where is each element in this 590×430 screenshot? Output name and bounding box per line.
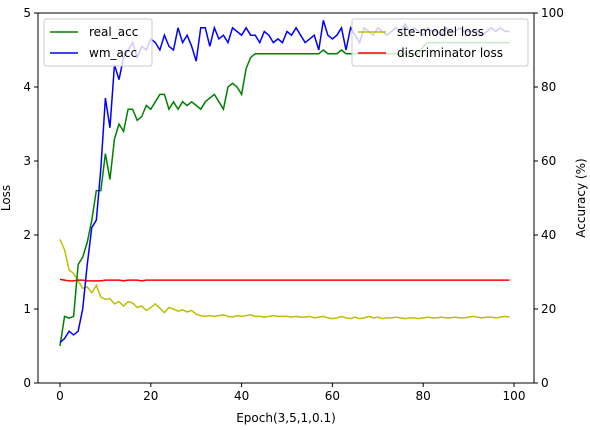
series-line-ste-model-loss	[59, 239, 510, 320]
left-y-tick-label: 2	[23, 228, 31, 242]
right-y-tick-label: 80	[541, 80, 556, 94]
legend-left: real_acc wm_acc	[43, 18, 153, 67]
right-y-tick-label: 40	[541, 228, 556, 242]
x-tick-label: 40	[234, 389, 249, 403]
x-tick-label: 0	[56, 389, 64, 403]
right-y-axis-label: Accuracy (%)	[574, 158, 588, 237]
right-y-tick-label: 0	[541, 376, 549, 390]
x-axis-label: Epoch(3,5,1,0.1)	[236, 411, 336, 425]
series-lines	[59, 20, 510, 347]
legend-label-wm-acc: wm_acc	[89, 46, 137, 60]
left-y-tick-label: 0	[23, 376, 31, 390]
legend-right: ste-model loss discriminator loss	[351, 18, 529, 67]
series-line-real-acc	[59, 41, 510, 347]
plot-frame	[37, 12, 535, 384]
left-y-tick-label: 3	[23, 154, 31, 168]
right-y-tick-label: 60	[541, 154, 556, 168]
x-tick-label: 60	[325, 389, 340, 403]
x-tick-label: 100	[503, 389, 526, 403]
series-line-wm-acc	[59, 20, 510, 343]
right-y-tick-label: 20	[541, 302, 556, 316]
x-tick-label: 20	[143, 389, 158, 403]
left-y-tick-label: 5	[23, 6, 31, 20]
axis-ticks: 0 20 40 60 80 100 0 1 2 3 4 5 0 20 40 60 80 100	[23, 6, 564, 403]
x-tick-label: 80	[416, 389, 431, 403]
legend-label-real-acc: real_acc	[89, 25, 138, 39]
left-y-tick-label: 4	[23, 80, 31, 94]
legend-left-box	[43, 18, 153, 67]
legend-right-box	[351, 18, 529, 67]
right-y-tick-label: 100	[541, 6, 564, 20]
legend-label-ste-model-loss: ste-model loss	[397, 25, 484, 39]
left-y-axis-label: Loss	[0, 185, 13, 211]
legend-label-discriminator-loss: discriminator loss	[397, 46, 503, 60]
series-line-discriminator-loss	[59, 278, 510, 282]
left-y-tick-label: 1	[23, 302, 31, 316]
